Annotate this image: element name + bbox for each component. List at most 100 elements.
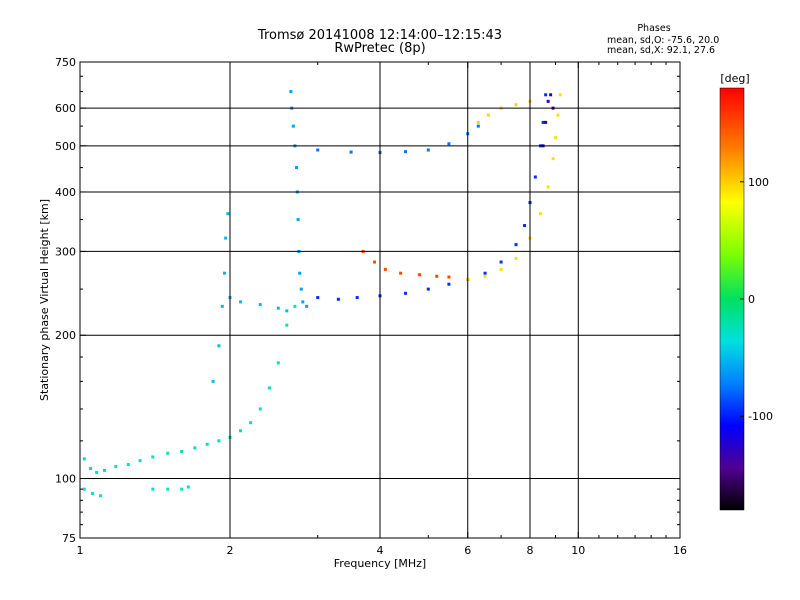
echo-point xyxy=(180,487,184,491)
echo-point xyxy=(523,224,527,228)
echo-point xyxy=(403,150,407,154)
echo-point xyxy=(426,148,430,152)
axis-ticks: 1 2 4 6 8 10 16 75 100 200 300 400 500 600 750 xyxy=(55,56,687,557)
echo-point xyxy=(399,271,403,275)
echo-point xyxy=(316,296,320,300)
echo-point xyxy=(549,93,553,97)
echo-point xyxy=(138,459,142,463)
echo-point xyxy=(99,494,103,498)
echo-point xyxy=(533,175,537,179)
echo-point xyxy=(295,166,299,170)
echo-point xyxy=(447,275,451,279)
echo-point xyxy=(276,361,280,365)
echo-point xyxy=(373,260,377,264)
echo-point xyxy=(426,287,430,291)
y-tick-label: 75 xyxy=(62,532,76,545)
colorbar-ticks: 100 0 -100 xyxy=(740,176,773,423)
echo-point xyxy=(223,271,227,275)
echo-point xyxy=(539,212,543,216)
echo-point xyxy=(299,287,303,291)
echo-point xyxy=(316,148,320,152)
y-tick-label: 200 xyxy=(55,329,76,342)
echo-point xyxy=(476,120,480,124)
y-tick-label: 750 xyxy=(55,56,76,69)
echo-point xyxy=(239,429,243,433)
y-tick-label: 500 xyxy=(55,140,76,153)
echo-point xyxy=(486,113,490,117)
echo-point xyxy=(103,468,107,472)
echo-point xyxy=(217,439,221,443)
chart-subtitle: RwPretec (8p) xyxy=(334,41,425,56)
echo-point xyxy=(514,103,518,107)
x-tick-label: 6 xyxy=(464,544,471,557)
colorbar-tick-label: 0 xyxy=(748,293,755,306)
x-axis-title: Frequency [MHz] xyxy=(334,557,426,570)
echo-point xyxy=(126,463,130,467)
colorbar-tick-label: 100 xyxy=(748,176,769,189)
echo-point xyxy=(285,323,289,327)
x-tick-label: 8 xyxy=(527,544,534,557)
echo-point xyxy=(289,90,293,94)
echo-point xyxy=(258,407,262,411)
echo-point xyxy=(499,267,503,271)
echo-point xyxy=(166,451,170,455)
y-tick-label: 300 xyxy=(55,245,76,258)
x-tick-label: 10 xyxy=(571,544,585,557)
echo-point xyxy=(258,303,262,307)
colorbar-tick-label: -100 xyxy=(748,410,773,423)
echo-point xyxy=(220,304,224,308)
echo-point xyxy=(82,487,86,491)
echo-point xyxy=(291,124,295,128)
y-tick-label: 100 xyxy=(55,473,76,486)
y-tick-label: 600 xyxy=(55,102,76,115)
echo-point xyxy=(217,344,221,348)
echo-point xyxy=(499,260,503,264)
echo-point xyxy=(514,243,518,247)
stats-line-x: mean, sd,X: 92.1, 27.6 xyxy=(607,45,715,56)
echo-point xyxy=(546,185,550,189)
echo-point xyxy=(89,466,93,470)
echo-point xyxy=(293,304,297,308)
echo-point xyxy=(476,124,480,128)
echo-point xyxy=(403,291,407,295)
echo-point xyxy=(91,492,95,496)
echo-point xyxy=(301,300,305,304)
echo-point xyxy=(355,296,359,300)
echo-point xyxy=(305,304,309,308)
echo-point xyxy=(211,379,215,383)
echo-point xyxy=(298,271,302,275)
stats-line-o: mean, sd,O: -75.6, 20.0 xyxy=(607,35,719,46)
echo-point xyxy=(558,93,562,97)
echo-point xyxy=(447,282,451,286)
echo-point xyxy=(95,470,99,474)
echo-point xyxy=(546,99,550,103)
echo-point xyxy=(553,136,557,140)
echo-point xyxy=(544,120,548,124)
echo-point xyxy=(483,271,487,275)
y-tick-label: 400 xyxy=(55,186,76,199)
echo-point xyxy=(180,449,184,453)
echo-point xyxy=(551,157,555,161)
echo-point xyxy=(151,487,155,491)
echo-point xyxy=(166,487,170,491)
echo-point xyxy=(82,457,86,461)
x-tick-label: 1 xyxy=(77,544,84,557)
echo-point xyxy=(205,442,209,446)
colorbar-label: [deg] xyxy=(720,72,749,85)
echo-point xyxy=(114,464,118,468)
echo-point xyxy=(267,386,271,390)
y-axis-title: Stationary phase Virtual Height [km] xyxy=(38,199,51,401)
echo-point xyxy=(276,306,280,310)
data-points xyxy=(82,90,562,498)
echo-point xyxy=(541,120,545,124)
echo-point xyxy=(186,485,190,489)
echo-point xyxy=(349,150,353,154)
x-tick-label: 16 xyxy=(673,544,687,557)
stats-heading: Phases xyxy=(637,23,670,34)
echo-point xyxy=(514,256,518,260)
echo-point xyxy=(226,212,230,216)
chart-title: Tromsø 20141008 12:14:00–12:15:43 xyxy=(257,28,502,43)
echo-point xyxy=(239,300,243,304)
echo-point xyxy=(435,274,439,278)
